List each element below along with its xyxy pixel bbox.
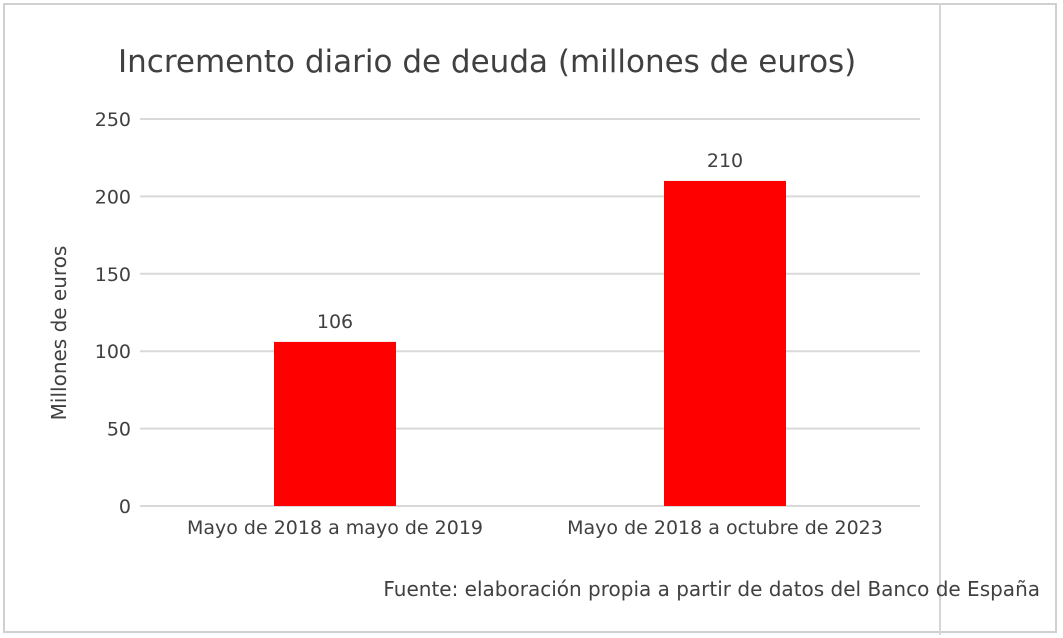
chart-border [3,3,1057,633]
y-tick-label: 150 [95,264,131,286]
bar [664,180,786,507]
source-note: Fuente: elaboración propia a partir de d… [383,577,1040,601]
x-tick-label: Mayo de 2018 a mayo de 2019 [187,517,483,539]
x-tick-label: Mayo de 2018 a octubre de 2023 [567,517,883,539]
data-label: 210 [707,150,743,172]
chart-title: Incremento diario de deuda (millones de … [118,44,856,80]
y-axis-label: Millones de euros [47,246,71,421]
y-tick-label: 250 [95,109,131,131]
bar [274,341,396,506]
y-tick-label: 0 [119,496,131,518]
y-tick-label: 50 [107,419,131,441]
y-tick-label: 100 [95,341,131,363]
divider-line [939,3,941,635]
data-label: 106 [317,311,353,333]
y-tick-label: 200 [95,186,131,208]
